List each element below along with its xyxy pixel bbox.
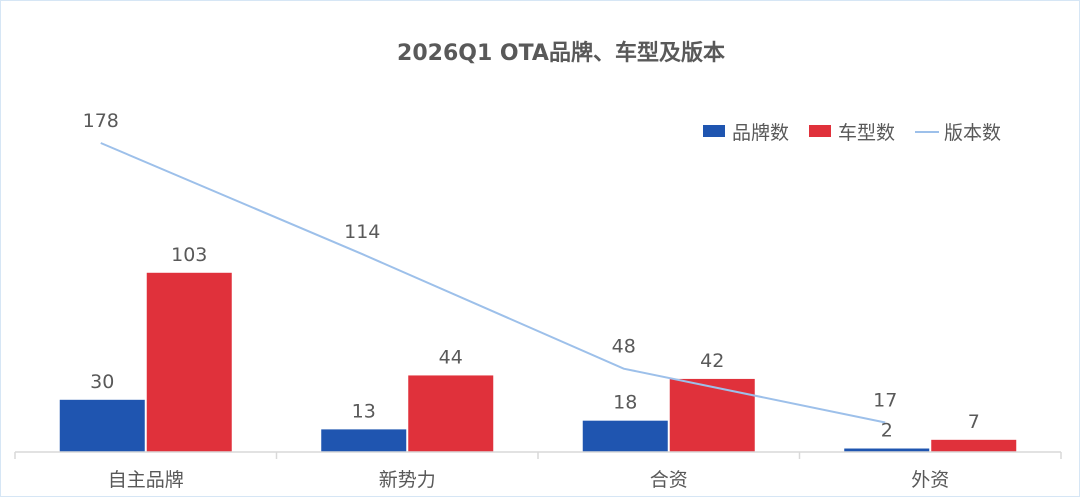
chart-title: 2026Q1 OTA品牌、车型及版本: [397, 41, 725, 66]
bar-品牌数-自主品牌: [59, 399, 145, 452]
bar-品牌数-新势力: [321, 429, 407, 452]
bar-车型数-外资: [931, 439, 1017, 452]
x-tick-label-自主品牌: 自主品牌: [108, 469, 184, 491]
legend: 品牌数 车型数 版本数: [703, 122, 1001, 144]
data-label-品牌数-合资: 18: [613, 392, 637, 414]
bar-车型数-自主品牌: [146, 272, 232, 452]
data-label-品牌数-新势力: 13: [352, 400, 376, 422]
x-tick-label-外资: 外资: [911, 469, 949, 491]
bar-品牌数-外资: [844, 448, 930, 452]
legend-label-品牌数: 品牌数: [732, 122, 789, 144]
data-label-版本数-合资: 48: [612, 336, 636, 358]
data-label-车型数-外资: 7: [968, 411, 980, 433]
data-label-车型数-合资: 42: [700, 350, 724, 372]
x-tick-label-合资: 合资: [650, 469, 688, 491]
legend-swatch-车型数: [809, 125, 831, 137]
bar-品牌数-合资: [582, 420, 668, 452]
data-label-品牌数-自主品牌: 30: [90, 371, 114, 393]
legend-label-版本数: 版本数: [944, 122, 1001, 144]
bars-layer: [59, 272, 1017, 452]
x-axis: 自主品牌 新势力 合资 外资: [14, 451, 1062, 491]
legend-swatch-品牌数: [703, 125, 725, 137]
data-labels-layer: 30 103 13 44 18 42 2 7 178 114 48 17: [83, 110, 980, 442]
data-label-版本数-新势力: 114: [344, 221, 380, 243]
data-label-版本数-外资: 17: [873, 389, 897, 411]
bar-车型数-合资: [669, 378, 755, 452]
line-layer: [100, 142, 886, 424]
x-tick-label-新势力: 新势力: [379, 469, 436, 491]
data-label-车型数-自主品牌: 103: [171, 244, 207, 266]
bar-车型数-新势力: [408, 375, 494, 452]
data-label-版本数-自主品牌: 178: [83, 110, 119, 132]
line-版本数: [100, 142, 886, 424]
legend-label-车型数: 车型数: [838, 122, 895, 144]
data-label-品牌数-外资: 2: [881, 420, 893, 442]
data-label-车型数-新势力: 44: [439, 346, 463, 368]
